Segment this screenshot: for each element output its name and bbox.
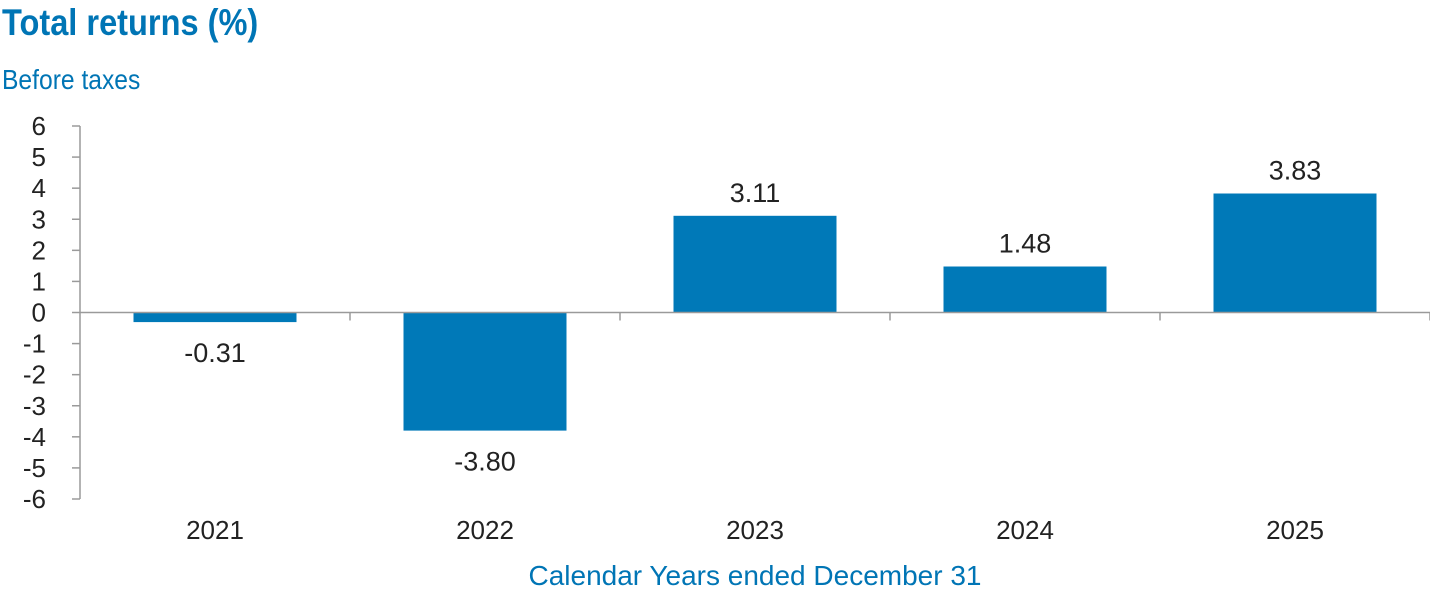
bar-2025 [1213,193,1377,313]
value-label-2021: -0.31 [184,338,246,368]
y-tick-label: 2 [32,235,46,265]
y-tick-label: -4 [23,422,46,452]
x-tick-label-2021: 2021 [186,515,244,545]
y-tick-label: 0 [32,298,46,328]
chart-title: Total returns (%) [2,2,259,43]
chart-subtitle: Before taxes [2,64,141,95]
bars-group [133,193,1377,431]
y-tick-label: 4 [32,173,46,203]
x-tick-label-2022: 2022 [456,515,514,545]
y-tick-label: 5 [32,142,46,172]
value-label-2025: 3.83 [1269,155,1322,185]
x-tick-label-2025: 2025 [1266,515,1324,545]
y-tick-label: 3 [32,204,46,234]
x-tick-label-2024: 2024 [996,515,1054,545]
value-label-2024: 1.48 [999,228,1052,258]
bar-2021 [133,312,297,323]
value-label-2022: -3.80 [454,447,516,477]
y-tick-label: -3 [23,391,46,421]
y-tick-label: 1 [32,266,46,296]
bar-2024 [943,266,1107,313]
x-axis-title: Calendar Years ended December 31 [529,560,982,591]
y-tick-label: 6 [32,111,46,141]
axes-group [72,125,1430,500]
y-tick-label: -5 [23,453,46,483]
bar-2022 [403,312,567,431]
y-tick-label: -1 [23,329,46,359]
value-label-2023: 3.11 [730,178,781,208]
y-tick-label: -2 [23,360,46,390]
y-tick-label: -6 [23,484,46,514]
bar-2023 [673,215,837,313]
x-tick-label-2023: 2023 [726,515,784,545]
